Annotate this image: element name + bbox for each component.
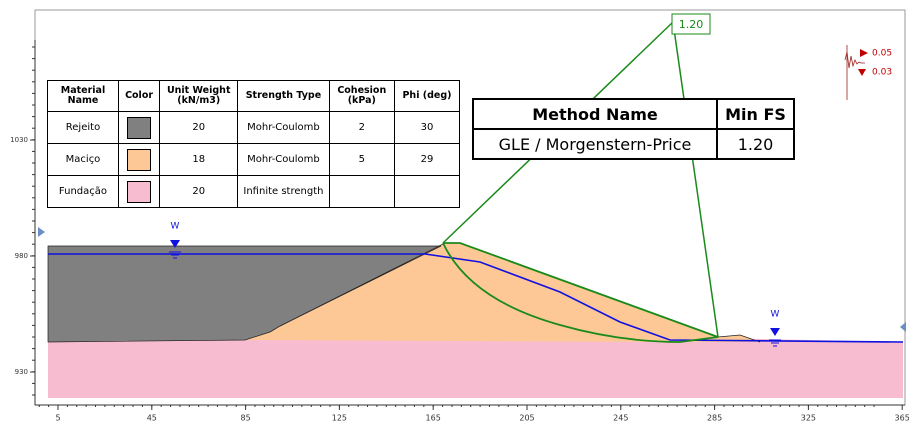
water-label: W <box>771 310 780 320</box>
color-cell <box>117 143 161 176</box>
y-tick-label: 1030 <box>10 136 28 144</box>
water-marker <box>770 328 780 336</box>
cell: 30 <box>393 111 461 144</box>
boundary-marker <box>900 322 906 332</box>
x-tick-label: 45 <box>147 414 157 423</box>
material-row: Fundação 20 Infinite strength <box>47 175 461 208</box>
x-tick-label: 325 <box>801 414 816 423</box>
slip-label: 1.20 <box>679 18 704 31</box>
macico-region <box>245 243 760 342</box>
y-tick-label: 930 <box>15 368 28 376</box>
x-tick-label: 205 <box>519 414 534 423</box>
x-tick-label: 165 <box>426 414 441 423</box>
cell: Maciço <box>47 143 119 176</box>
color-swatch <box>127 180 152 203</box>
cell: 29 <box>393 143 461 176</box>
header-cell: Color <box>117 80 161 112</box>
water-table <box>48 253 904 343</box>
cell: Fundação <box>47 175 119 208</box>
header-cell: Min FS <box>716 98 795 130</box>
rejeito-region <box>48 246 441 342</box>
boundary-marker <box>38 227 45 237</box>
water-marker <box>169 251 181 259</box>
cell <box>328 175 395 208</box>
cell: 20 <box>159 175 239 208</box>
method-table: Method Name Min FS GLE / Morgenstern-Pric… <box>472 98 795 160</box>
cell <box>393 175 461 208</box>
header-cell: Cohesion (kPa) <box>328 80 395 112</box>
cell: GLE / Morgenstern-Price <box>472 128 718 160</box>
x-tick-label: 285 <box>707 414 722 423</box>
fundacao-region <box>48 335 903 398</box>
cell: Mohr-Coulomb <box>237 111 330 144</box>
cell: 1.20 <box>716 128 795 160</box>
x-tick-label: 245 <box>613 414 628 423</box>
cell: Mohr-Coulomb <box>237 143 330 176</box>
water-label: W <box>171 222 180 232</box>
x-tick-label: 125 <box>332 414 347 423</box>
header-cell: Strength Type <box>237 80 330 112</box>
legend-label: 0.05 <box>872 49 892 59</box>
cell: 2 <box>328 111 395 144</box>
water-marker <box>769 339 781 347</box>
header-cell: Unit Weight (kN/m3) <box>159 80 239 112</box>
header-cell: Method Name <box>472 98 718 130</box>
header-cell: Phi (deg) <box>393 80 461 112</box>
slip-label-box <box>671 13 711 35</box>
material-row: Rejeito 20 Mohr-Coulomb 2 30 <box>47 111 461 144</box>
y-tick-label: 980 <box>15 252 28 260</box>
x-tick-label: 5 <box>55 414 60 423</box>
color-cell <box>117 175 161 208</box>
seismic-icon <box>844 51 865 69</box>
x-tick-label: 365 <box>895 414 909 423</box>
cell: Infinite strength <box>237 175 330 208</box>
color-swatch <box>127 148 152 171</box>
legend-marker <box>860 49 868 57</box>
legend-label: 0.03 <box>872 68 892 78</box>
color-cell <box>117 111 161 144</box>
material-row: Maciço 18 Mohr-Coulomb 5 29 <box>47 143 461 176</box>
slip-crest <box>443 242 719 338</box>
legend-marker <box>858 69 866 76</box>
header-cell: Material Name <box>47 80 119 112</box>
material-table: Material Name Color Unit Weight (kN/m3) Str… <box>47 80 461 208</box>
cell: 20 <box>159 111 239 144</box>
x-tick-label: 85 <box>241 414 251 423</box>
cell: Rejeito <box>47 111 119 144</box>
header-row: Material Name Color Unit Weight (kN/m3) Str… <box>47 80 461 112</box>
cell: 18 <box>159 143 239 176</box>
color-swatch <box>127 116 152 139</box>
slip-surface <box>442 242 719 343</box>
water-marker <box>170 240 180 248</box>
cell: 5 <box>328 143 395 176</box>
